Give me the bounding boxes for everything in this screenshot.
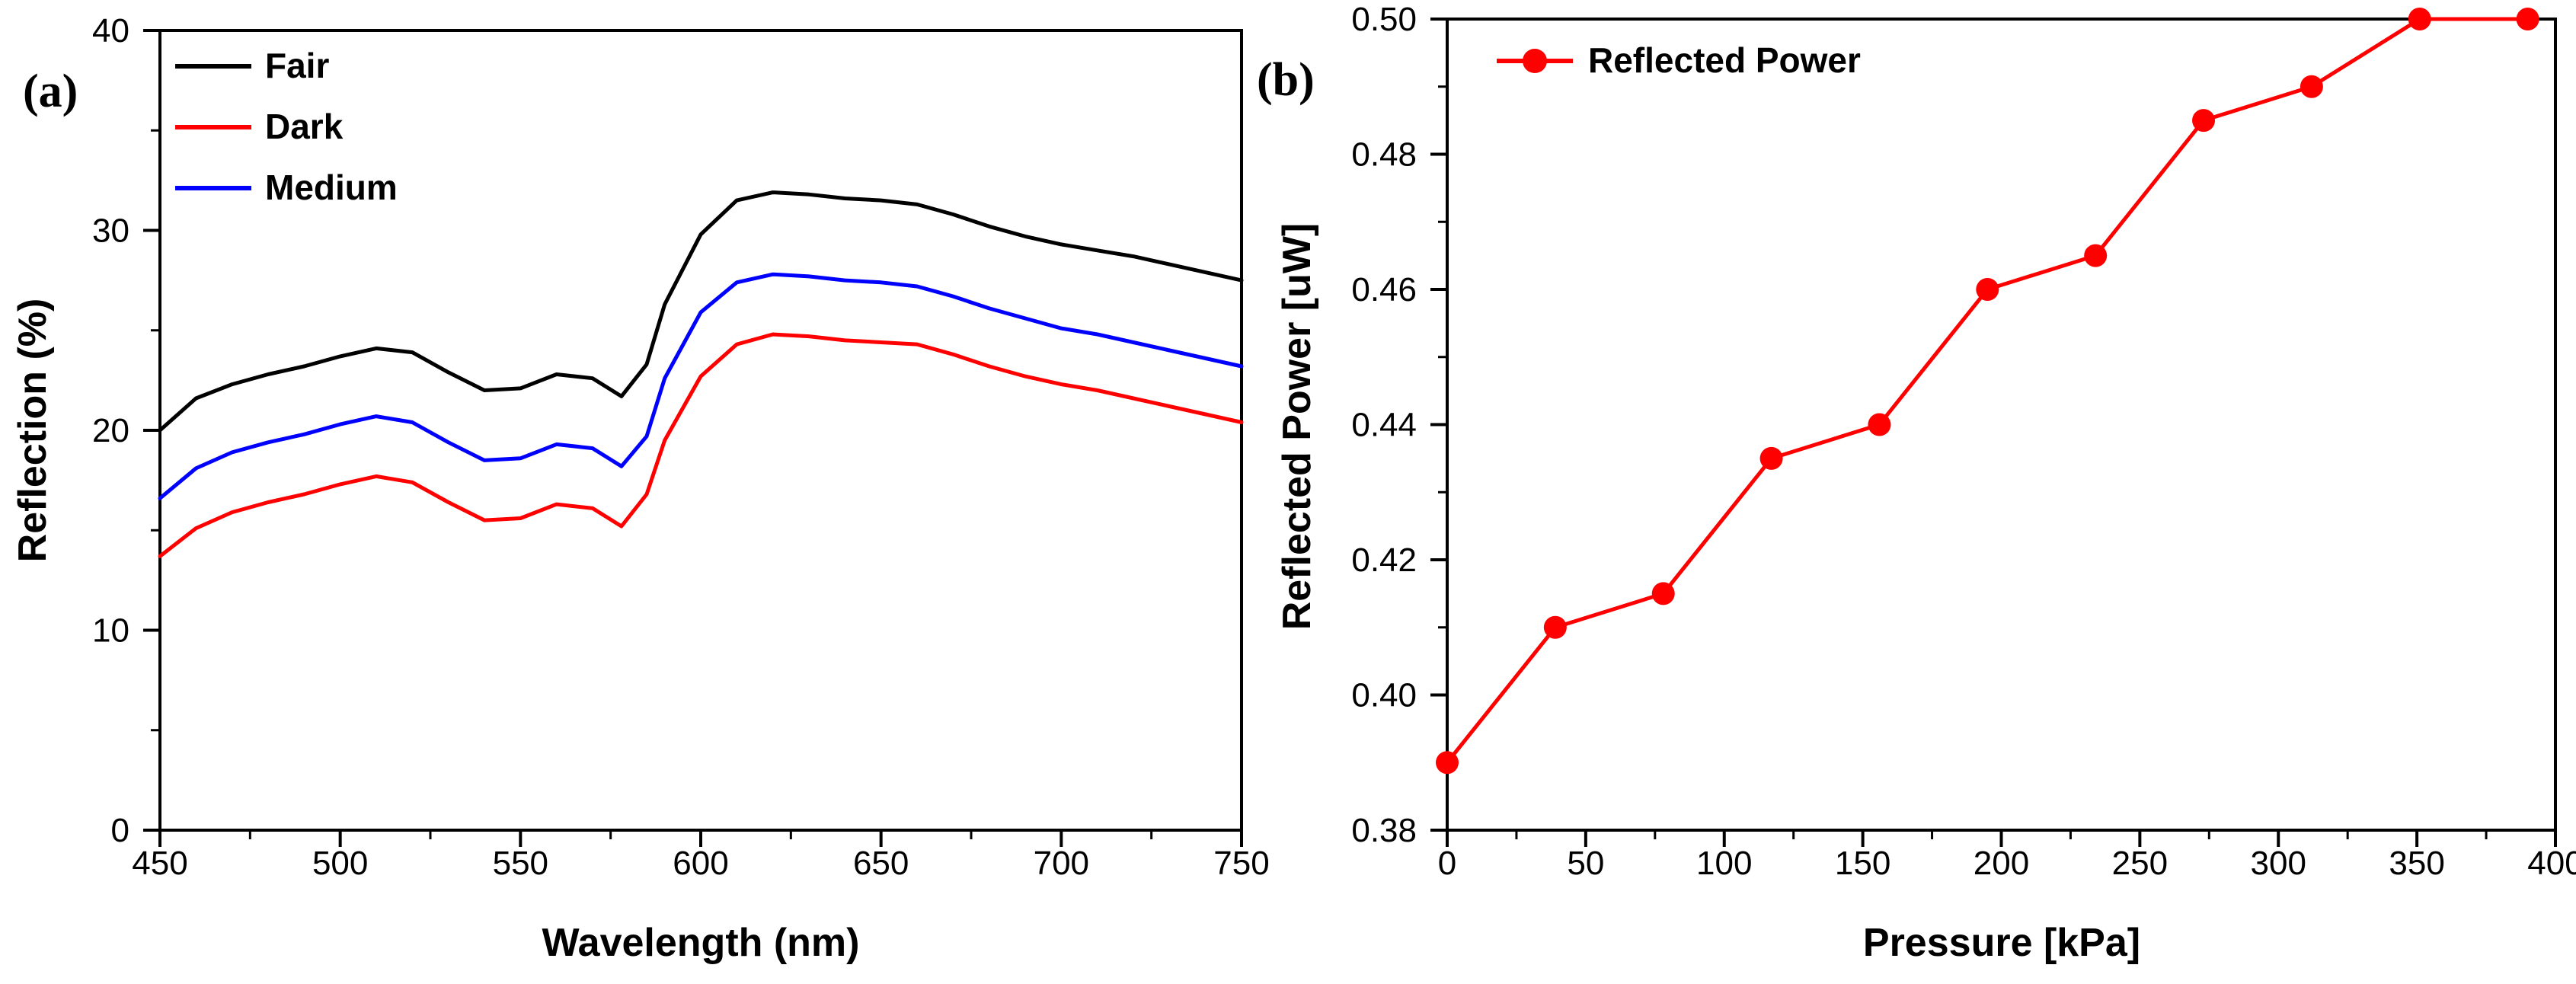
panel-a-y-tick-label: 20 xyxy=(92,412,129,449)
panel-b-y-tick-label: 0.46 xyxy=(1351,271,1417,308)
panel-a-y-tick-label: 0 xyxy=(111,812,129,849)
panel-a-x-tick-label: 600 xyxy=(673,845,728,882)
panel-b-data-point xyxy=(2084,244,2108,267)
panel-a-x-tick-label: 650 xyxy=(853,845,909,882)
panel-b-legend-marker xyxy=(1523,49,1547,73)
panel-a-x-tick-label: 500 xyxy=(312,845,368,882)
panel-b-data-point xyxy=(1651,582,1675,605)
panel-b-y-tick-label: 0.42 xyxy=(1351,542,1417,579)
panel-a-legend-label-dark: Dark xyxy=(265,107,344,146)
panel-a-legend-label-fair: Fair xyxy=(265,46,329,85)
panel-a-panel-label: (a) xyxy=(23,65,78,117)
panel-a-x-tick-label: 700 xyxy=(1034,845,1089,882)
panel-a-chart: 450 500 550 600 650 700 750 0 10 20 30 40 Wavelength… xyxy=(11,12,1270,965)
panel-a-x-tick-label: 550 xyxy=(493,845,548,882)
panel-b-x-tick-label: 350 xyxy=(2389,845,2444,882)
panel-a-legend-label-medium: Medium xyxy=(265,168,398,207)
panel-b-y-axis-title: Reflected Power [uW] xyxy=(1275,223,1319,631)
panel-a-x-tick-label: 450 xyxy=(132,845,187,882)
panel-a-y-axis-title: Reflection (%) xyxy=(11,299,55,563)
panel-b-y-tick-label: 0.38 xyxy=(1351,812,1417,849)
panel-b-data-point xyxy=(1436,751,1459,775)
panel-b-x-tick-label: 400 xyxy=(2527,845,2576,882)
panel-b-x-tick-label: 250 xyxy=(2112,845,2168,882)
panel-b-chart: 0 50 100 150 200 250 300 350 400 0.38 0.40 0.42 0.44… xyxy=(1257,1,2576,965)
panel-b-x-axis-title: Pressure [kPa] xyxy=(1863,921,2140,965)
panel-b-y-tick-label: 0.44 xyxy=(1351,407,1417,444)
panel-b-x-tick-label: 100 xyxy=(1696,845,1752,882)
panel-b-y-tick-label: 0.48 xyxy=(1351,136,1417,174)
panel-b-data-point xyxy=(1543,615,1567,639)
panel-b-x-tick-label: 50 xyxy=(1567,845,1604,882)
panel-b-data-point xyxy=(2300,75,2323,98)
panel-a-series-line-dark xyxy=(158,332,1244,558)
panel-b-legend-label-reflected-power: Reflected Power xyxy=(1588,40,1861,80)
panel-b-x-tick-label: 200 xyxy=(1974,845,2029,882)
panel-b-x-tick-label: 0 xyxy=(1438,845,1456,882)
panel-a-y-tick-label: 10 xyxy=(92,612,129,650)
panel-a-series-line-fair xyxy=(158,190,1244,433)
panel-b-data-point xyxy=(2192,109,2216,133)
panel-b-y-tick-label: 0.50 xyxy=(1351,1,1417,38)
panel-b-data-point xyxy=(1976,278,1999,301)
panel-a-series-line-medium xyxy=(158,272,1244,500)
panel-a-x-tick-label: 750 xyxy=(1213,845,1269,882)
panel-a-x-axis-title: Wavelength (nm) xyxy=(542,921,860,965)
panel-a-y-tick-label: 30 xyxy=(92,212,129,250)
panel-b-data-point xyxy=(2516,8,2539,30)
panel-b-data-point xyxy=(1868,413,1891,436)
panel-b-data-point xyxy=(2408,8,2431,30)
panel-b-data-point xyxy=(1759,446,1783,470)
panel-b-x-tick-label: 300 xyxy=(2251,845,2306,882)
panel-b-x-tick-label: 150 xyxy=(1835,845,1890,882)
panel-a-y-tick-label: 40 xyxy=(92,12,129,50)
panel-b-y-tick-label: 0.40 xyxy=(1351,677,1417,714)
panel-b-panel-label: (b) xyxy=(1257,54,1315,106)
